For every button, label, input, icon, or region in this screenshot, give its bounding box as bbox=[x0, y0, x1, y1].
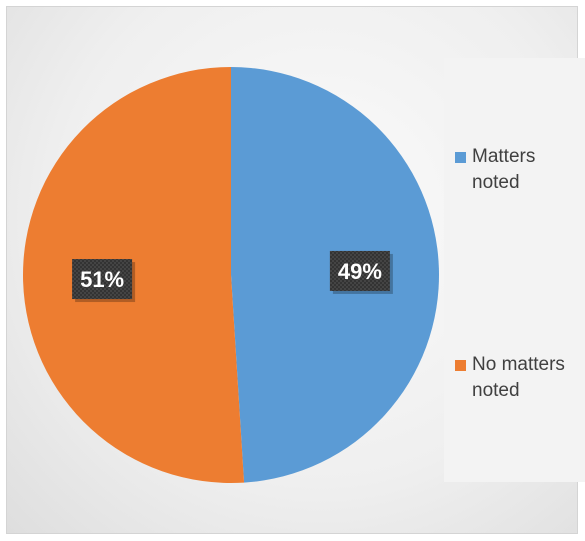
legend-swatch-orange bbox=[455, 360, 466, 371]
pie-slice-no-matters-noted bbox=[23, 67, 245, 483]
svg-text:51%: 51% bbox=[80, 267, 124, 292]
legend-panel bbox=[444, 58, 585, 482]
legend-label: No matters noted bbox=[472, 354, 565, 401]
legend-label: Matters noted bbox=[472, 146, 536, 193]
legend-item-matters-noted: Matters noted bbox=[455, 144, 572, 196]
svg-text:49%: 49% bbox=[338, 259, 382, 284]
data-label: 51% bbox=[72, 259, 136, 303]
legend-item-no-matters-noted: No matters noted bbox=[455, 352, 572, 404]
data-label: 49% bbox=[329, 250, 393, 294]
legend-swatch-blue bbox=[455, 152, 466, 163]
